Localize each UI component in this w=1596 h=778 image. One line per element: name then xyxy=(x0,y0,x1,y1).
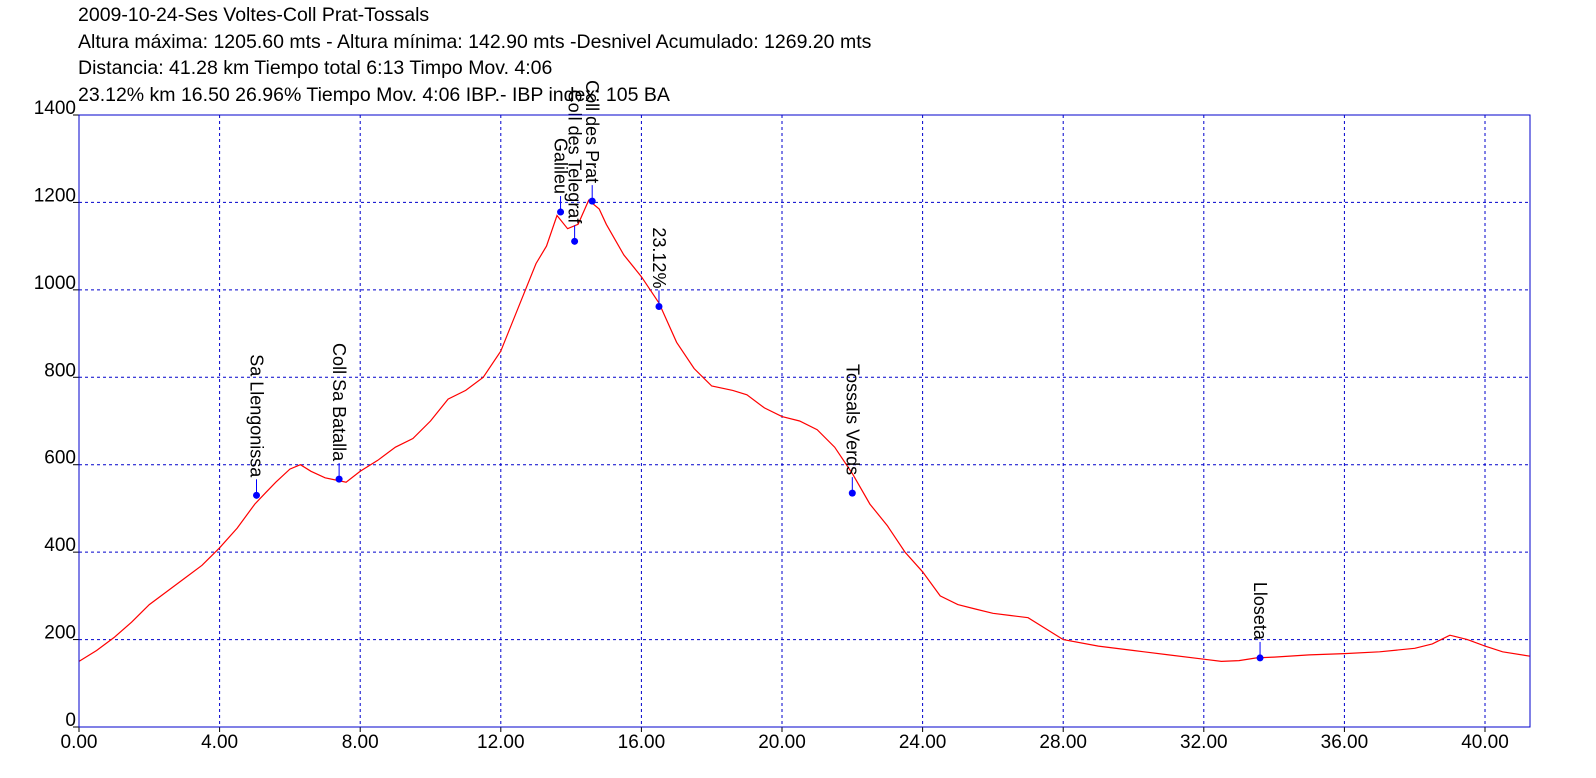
x-tick-label: 20.00 xyxy=(758,732,806,753)
annotation: 23.12% xyxy=(649,227,669,310)
x-tick-label: 0.00 xyxy=(61,732,98,753)
annotation-point xyxy=(588,197,596,205)
annotation-point xyxy=(253,491,261,499)
y-tick-label: 1400 xyxy=(34,98,76,119)
x-tick-label: 40.00 xyxy=(1461,732,1509,753)
stats-ibp: 23.12% km 16.50 26.96% Tiempo Mov. 4:06 … xyxy=(78,83,670,106)
annotation-label: Sa Llengonissa xyxy=(247,354,267,478)
x-tick-label: 28.00 xyxy=(1039,732,1087,753)
x-tick-label: 4.00 xyxy=(201,732,238,753)
annotation-point xyxy=(571,237,579,245)
annotation-point xyxy=(655,302,663,310)
annotation-point xyxy=(848,489,856,497)
plot-frame xyxy=(78,114,1531,728)
x-tick-label: 8.00 xyxy=(342,732,379,753)
chart-annotations: Sa Llengonissa Coll Sa BatallaGalileuColl… xyxy=(247,80,1270,662)
annotation: Coll Sa Batalla xyxy=(329,343,349,483)
x-tick-label: 36.00 xyxy=(1321,732,1369,753)
y-tick-label: 1000 xyxy=(34,273,76,294)
annotation-label: Coll des Telegraf xyxy=(565,90,585,225)
x-tick-label: 16.00 xyxy=(618,732,666,753)
annotation-label: Galileu xyxy=(551,138,571,194)
y-tick-label: 1200 xyxy=(34,185,76,206)
x-axis-ticks: 0.00 4.00 8.00 12.00 16.00 20.00 24.00 28.00 32.… xyxy=(61,727,1509,753)
annotation-point xyxy=(335,475,343,483)
annotation: Coll des Prat xyxy=(582,80,602,205)
annotation-point xyxy=(1256,654,1264,662)
annotation-label: 23.12% xyxy=(649,227,669,288)
annotation-label: Tossals Verds xyxy=(842,364,862,475)
annotation: Tossals Verds xyxy=(842,364,862,497)
annotation: Coll des Telegraf xyxy=(565,90,585,245)
annotation: Lloseta xyxy=(1250,582,1270,662)
annotation: Galileu xyxy=(551,138,571,216)
chart-grid xyxy=(79,115,1530,727)
y-tick-label: 0 xyxy=(65,710,76,731)
annotation-point xyxy=(557,208,565,216)
chart-title: 2009-10-24-Ses Voltes-Coll Prat-Tossals xyxy=(78,4,430,26)
y-tick-label: 400 xyxy=(44,535,76,556)
stats-altitude: Altura máxima: 1205.60 mts - Altura míni… xyxy=(78,30,872,53)
annotation-label: Coll des Prat xyxy=(582,80,602,183)
x-tick-label: 12.00 xyxy=(477,732,525,753)
x-tick-label: 24.00 xyxy=(899,732,947,753)
elevation-profile-line xyxy=(78,199,1531,663)
y-axis-ticks: 0 200 400 600 800 1000 1200 1400 xyxy=(34,98,79,731)
annotation: Sa Llengonissa xyxy=(247,354,267,499)
x-tick-label: 32.00 xyxy=(1180,732,1228,753)
stats-distance-time: Distancia: 41.28 km Tiempo total 6:13 Ti… xyxy=(78,57,553,79)
chart-header: 2009-10-24-Ses Voltes-Coll Prat-Tossals … xyxy=(78,2,871,108)
y-tick-label: 600 xyxy=(44,448,76,469)
y-tick-label: 200 xyxy=(44,623,76,644)
y-tick-label: 800 xyxy=(44,360,76,381)
annotation-label: Coll Sa Batalla xyxy=(329,343,349,462)
annotation-label: Lloseta xyxy=(1250,582,1270,641)
